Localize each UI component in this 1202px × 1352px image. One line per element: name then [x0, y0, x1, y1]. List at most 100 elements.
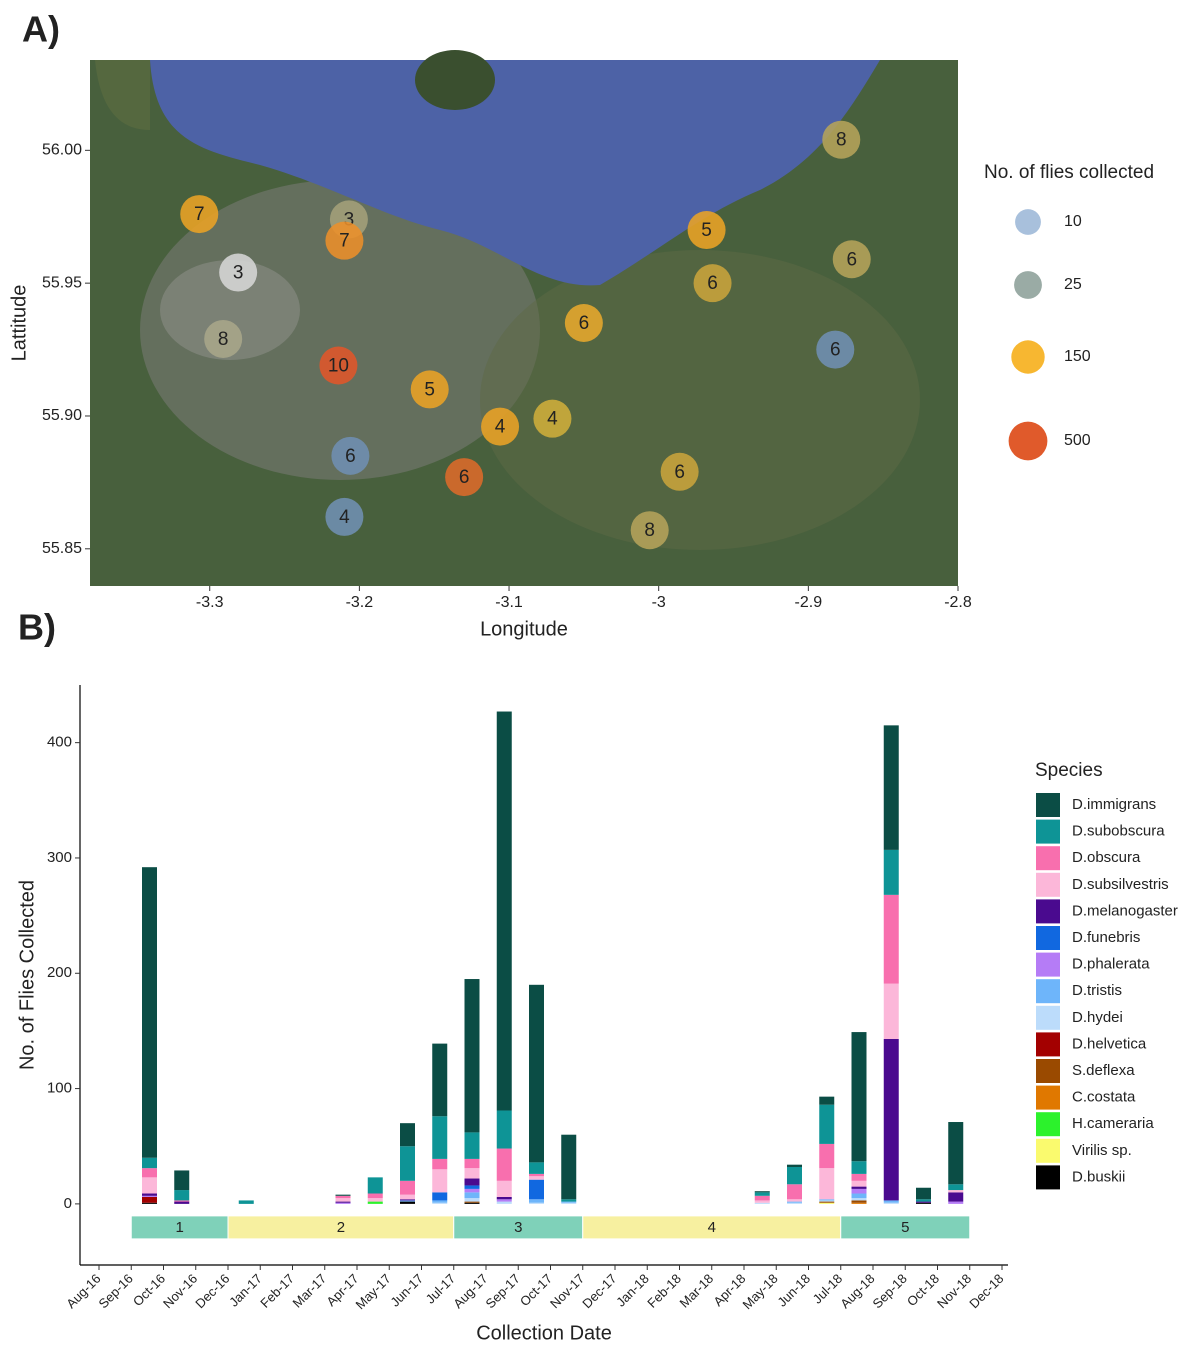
y-tick-label: 55.95: [42, 274, 82, 291]
y-tick-label: 56.00: [42, 142, 82, 159]
bar-segment: [884, 850, 899, 895]
legend-label: D.melanogaster: [1072, 902, 1178, 919]
legend-label: S.deflexa: [1072, 1062, 1135, 1079]
bar-segment: [529, 1162, 544, 1174]
x-tick-label: Dec-18: [966, 1271, 1006, 1311]
legend-swatch: [1036, 820, 1060, 844]
bar-segment: [174, 1200, 189, 1201]
x-tick-label: Jan-17: [226, 1271, 265, 1310]
bar-segment: [465, 1132, 480, 1159]
bar-segment: [497, 1110, 512, 1148]
bar-segment: [787, 1167, 802, 1184]
legend-label: 150: [1064, 348, 1091, 365]
x-tick-label: Sep-16: [96, 1271, 136, 1311]
x-axis-title: Collection Date: [476, 1322, 612, 1344]
bar-segment: [819, 1200, 834, 1201]
legend-title: No. of flies collected: [984, 162, 1154, 183]
bar-segment: [400, 1199, 415, 1200]
bar-segment: [852, 1161, 867, 1174]
legend-label: D.immigrans: [1072, 796, 1156, 813]
legend-title: Species: [1035, 760, 1103, 781]
x-axis-title: Longitude: [480, 618, 568, 640]
legend-swatch: [1036, 1006, 1060, 1030]
bar-segment: [529, 1180, 544, 1200]
bar-segment: [852, 1200, 867, 1202]
y-tick-label: 55.90: [42, 407, 82, 424]
legend-swatch: [1036, 953, 1060, 977]
bar-segment: [529, 1176, 544, 1179]
bar-segment: [368, 1198, 383, 1201]
bar-segment: [465, 1179, 480, 1186]
bar-segment: [948, 1202, 963, 1204]
bar-segment: [400, 1123, 415, 1146]
bar-segment: [529, 1203, 544, 1204]
x-tick-label: -3.2: [346, 594, 374, 611]
point-label: 10: [328, 356, 349, 377]
legend-swatch: [1036, 926, 1060, 950]
bar-segment: [787, 1165, 802, 1167]
bar-segment: [916, 1202, 931, 1203]
bar-segment: [142, 1168, 157, 1177]
point-label: 6: [579, 313, 590, 334]
bar-segment: [432, 1192, 447, 1200]
bar-segment: [852, 1181, 867, 1187]
bar-segment: [884, 1039, 899, 1200]
point-label: 6: [830, 340, 841, 361]
x-tick-label: -3.1: [495, 594, 523, 611]
figure: A)-3.3-3.2-3.1-3-2.9-2.855.8555.9055.955…: [0, 0, 1202, 1347]
x-tick-label: -3.3: [196, 594, 224, 611]
bar-segment: [497, 1197, 512, 1199]
legend-swatch: [1036, 1059, 1060, 1083]
bar-segment: [400, 1181, 415, 1195]
bar-segment: [465, 1159, 480, 1168]
y-tick-label: 300: [47, 849, 72, 866]
bar-segment: [336, 1202, 351, 1203]
legend-label: 25: [1064, 276, 1082, 293]
bar-segment: [336, 1198, 351, 1201]
legend-swatch: [1014, 271, 1042, 299]
x-tick-label: Feb-17: [257, 1271, 297, 1311]
bar-segment: [142, 1203, 157, 1204]
bar-segment: [948, 1190, 963, 1192]
bar-segment: [916, 1188, 931, 1200]
legend-label: D.buskii: [1072, 1168, 1125, 1185]
bar-segment: [561, 1199, 576, 1201]
bar-segment: [142, 1194, 157, 1196]
legend-swatch: [1036, 1165, 1060, 1189]
bar-segment: [432, 1044, 447, 1117]
bar-segment: [852, 1174, 867, 1181]
bar-segment: [884, 725, 899, 850]
bar-segment: [142, 1197, 157, 1203]
bar-segment: [368, 1194, 383, 1199]
legend-label: 10: [1064, 213, 1082, 230]
x-tick-label: Mar-18: [677, 1271, 717, 1311]
point-label: 5: [701, 220, 712, 241]
bar-segment: [787, 1202, 802, 1203]
bar-segment: [819, 1199, 834, 1200]
point-label: 7: [194, 204, 205, 225]
x-tick-label: Nov-16: [160, 1271, 200, 1311]
legend-label: H.cameraria: [1072, 1115, 1154, 1132]
bar-segment: [432, 1159, 447, 1169]
x-tick-label: -3: [652, 594, 666, 611]
legend-label: D.helvetica: [1072, 1035, 1147, 1052]
bar-segment: [142, 1177, 157, 1193]
legend-label: 500: [1064, 432, 1091, 449]
bar-segment: [432, 1169, 447, 1192]
bar-segment: [529, 1174, 544, 1176]
y-tick-label: 400: [47, 734, 72, 751]
bar-segment: [884, 984, 899, 1039]
bar-segment: [497, 1199, 512, 1201]
point-label: 8: [836, 130, 847, 151]
point-label: 7: [339, 231, 350, 252]
bar-segment: [368, 1177, 383, 1193]
bar-segment: [819, 1105, 834, 1144]
bar-segment: [529, 985, 544, 1163]
point-label: 6: [846, 249, 857, 270]
x-tick-label: May-18: [740, 1271, 781, 1312]
legend-swatch: [1036, 1112, 1060, 1136]
legend-label: C.costata: [1072, 1089, 1136, 1106]
legend-label: D.phalerata: [1072, 956, 1150, 973]
x-tick-label: Jan-18: [613, 1271, 652, 1310]
bar-segment: [787, 1184, 802, 1199]
